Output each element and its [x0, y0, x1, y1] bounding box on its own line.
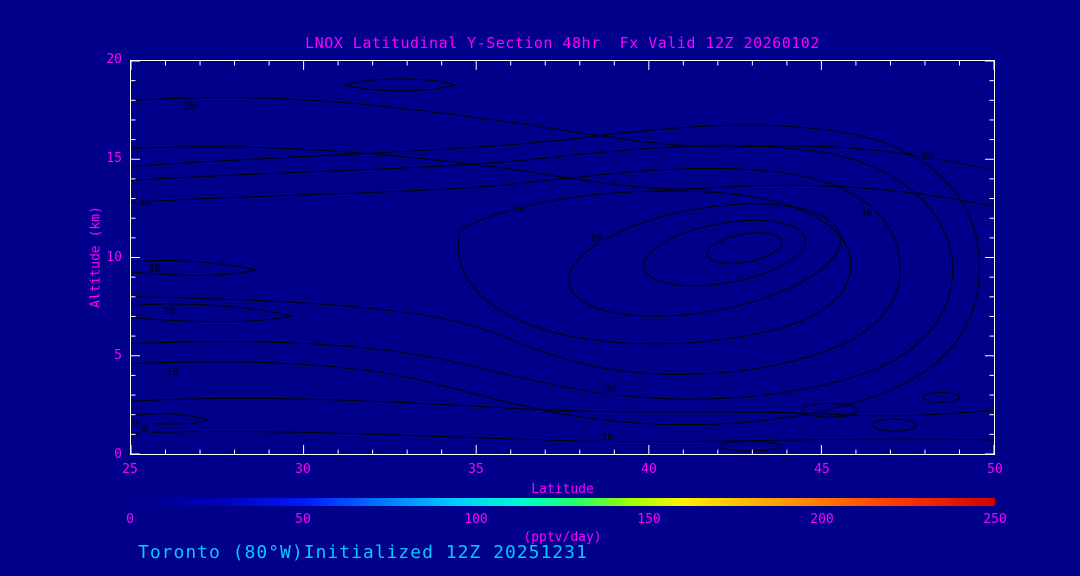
contour-line	[800, 402, 858, 418]
colorbar-tick-label: 0	[126, 512, 134, 527]
contour-label-bg	[146, 261, 164, 274]
contour-line	[131, 146, 994, 207]
y-tick-label: 5	[114, 348, 122, 364]
contour-label: 40	[139, 198, 151, 209]
x-axis-title: Latitude	[531, 482, 594, 497]
colorbar-tick-label: 200	[810, 512, 834, 527]
axis-tick-marks	[131, 61, 994, 454]
x-tick-label: 45	[814, 462, 830, 477]
contour-label-bg	[181, 100, 199, 113]
contour-label-bg	[857, 206, 875, 219]
y-tick-label: 15	[106, 150, 122, 166]
plot-area: 30 20 40 50 40 60 10 20 10 30 10 0	[130, 60, 995, 455]
contour-label: 10	[601, 432, 613, 443]
contour-label: 60	[591, 233, 603, 244]
chart-title: LNOX Latitudinal Y-Section 48hr Fx Valid…	[305, 34, 820, 52]
colorbar-tick-label: 50	[295, 512, 311, 527]
contour-label-bg	[139, 422, 151, 435]
contour-line	[568, 203, 842, 317]
contour-label: 30	[184, 102, 196, 113]
contour-line	[131, 144, 954, 400]
colorbar-tick-label: 150	[637, 512, 661, 527]
x-tick-label: 40	[641, 462, 657, 477]
contour-line	[131, 260, 256, 276]
contour-label: 20	[163, 306, 175, 317]
colorbar-tick-label: 100	[464, 512, 488, 527]
contour-label: 10	[166, 367, 178, 378]
contour-line	[719, 440, 780, 452]
contour-label: 50	[512, 204, 524, 215]
x-tick-label: 35	[468, 462, 484, 477]
contour-label: 0	[142, 424, 148, 435]
contour-label-bg	[602, 383, 620, 396]
contour-line	[131, 397, 994, 417]
contour-line	[131, 431, 994, 443]
x-tick-label: 50	[987, 462, 1003, 477]
contour-line	[706, 232, 783, 264]
contour-line	[131, 303, 293, 323]
y-tick-label: 10	[106, 249, 122, 265]
contour-label-bg	[598, 430, 616, 443]
contour-line	[131, 167, 901, 375]
contour-label-bg	[509, 202, 527, 215]
contour-plot: 30 20 40 50 40 60 10 20 10 30 10 0	[131, 61, 994, 454]
contour-line	[871, 418, 917, 432]
colorbar-tick-label: 250	[983, 512, 1007, 527]
contour-line	[131, 96, 994, 171]
contour-line	[457, 190, 852, 345]
contour-label-bg	[588, 231, 606, 244]
contour-label: 10	[149, 263, 161, 274]
contour-label-group: 30 20 40 50 40 60 10 20 10 30 10 0	[136, 100, 937, 443]
contour-line	[643, 219, 806, 287]
contour-line	[131, 413, 211, 425]
contour-line	[131, 124, 980, 426]
contour-label-bg	[163, 365, 182, 378]
contour-line	[343, 78, 457, 92]
contour-label: 40	[860, 208, 872, 219]
run-info: Toronto (80°W)Initialized 12Z 20251231	[138, 542, 588, 563]
contour-line	[922, 391, 960, 403]
contour-label-bg	[136, 196, 154, 209]
x-tick-label: 30	[295, 462, 311, 477]
contour-label: 20	[922, 151, 934, 162]
x-tick-label: 25	[122, 462, 138, 477]
contour-label-bg	[919, 149, 937, 162]
colorbar	[130, 498, 995, 506]
colorbar-units: (pptv/day)	[523, 530, 602, 545]
y-tick-label: 20	[106, 52, 122, 67]
contour-label: 30	[605, 385, 617, 396]
y-tick-label: 0	[114, 447, 122, 462]
contour-label-bg	[160, 304, 178, 317]
